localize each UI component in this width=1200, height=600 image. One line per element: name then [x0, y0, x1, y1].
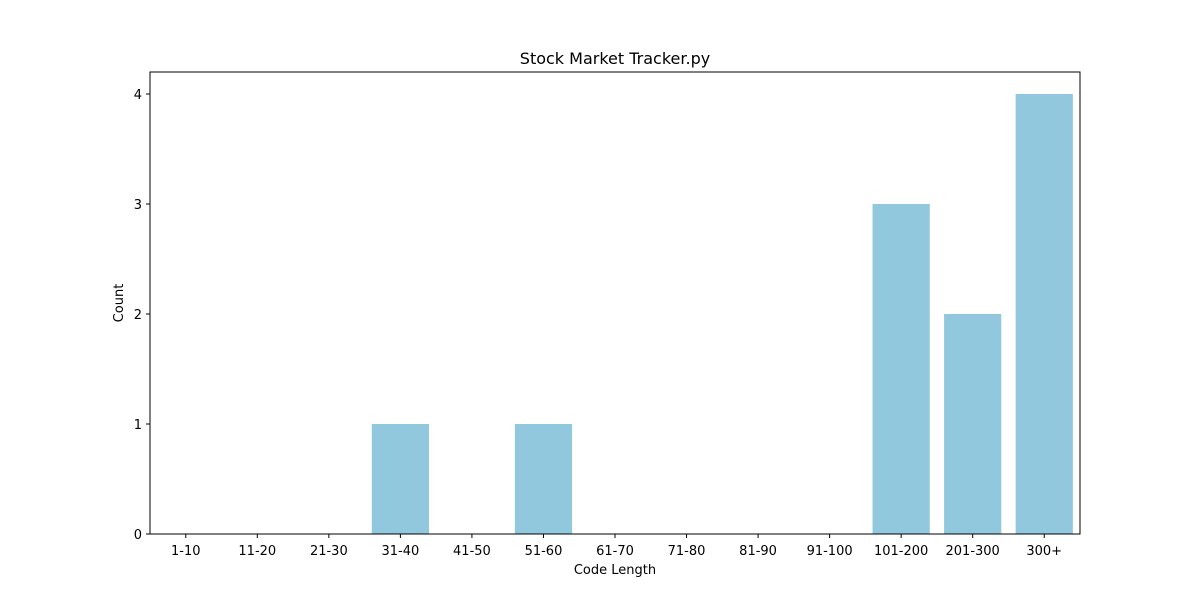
- x-tick-label: 91-100: [807, 544, 853, 559]
- x-tick-label: 11-20: [238, 544, 276, 559]
- x-tick-label: 101-200: [874, 544, 928, 559]
- y-axis-title: Count: [112, 284, 127, 323]
- bar-201-300: [944, 314, 1002, 534]
- plot-frame: [149, 71, 1081, 535]
- bar-31-40: [371, 424, 429, 534]
- bar-300+: [1015, 94, 1073, 534]
- x-axis: 1-10 11-20 21-30 31-40 41-50 51-60 61-70 71-80 8…: [171, 534, 1062, 559]
- y-axis: 0 1 2 3 4: [134, 88, 150, 543]
- x-tick-label: 31-40: [381, 544, 419, 559]
- x-tick-label: 71-80: [668, 544, 706, 559]
- x-tick-label: 41-50: [453, 544, 491, 559]
- bars-layer: [371, 94, 1073, 534]
- x-tick-label: 300+: [1026, 544, 1062, 559]
- y-tick-label: 4: [134, 88, 142, 103]
- x-tick-label: 61-70: [596, 544, 634, 559]
- y-tick-label: 1: [134, 418, 142, 433]
- chart-title: Stock Market Tracker.py: [520, 49, 710, 68]
- x-tick-label: 201-300: [946, 544, 1000, 559]
- x-axis-title: Code Length: [574, 563, 656, 578]
- x-tick-label: 21-30: [310, 544, 348, 559]
- x-tick-label: 81-90: [739, 544, 777, 559]
- x-tick-label: 51-60: [525, 544, 563, 559]
- x-tick-label: 1-10: [171, 544, 201, 559]
- bar-51-60: [514, 424, 573, 534]
- y-tick-label: 0: [134, 528, 142, 543]
- bar-101-200: [872, 204, 930, 534]
- y-tick-label: 3: [134, 198, 142, 213]
- y-tick-label: 2: [134, 308, 142, 323]
